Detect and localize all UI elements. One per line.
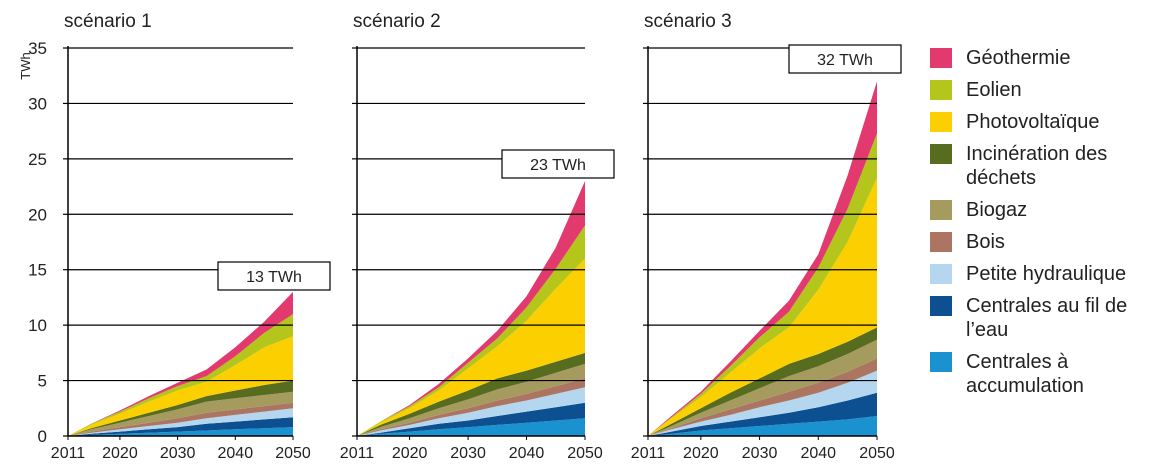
x-tick-label: 2020	[392, 445, 428, 462]
legend-label: Incinération des déchets	[966, 143, 1108, 189]
legend-swatch	[930, 48, 952, 68]
legend-label: Centrales au fil de l’eau	[966, 295, 1128, 341]
x-tick-label: 2030	[450, 445, 486, 462]
area-photovolta-que	[357, 258, 585, 436]
legend-item: Centrales au fil de l’eau	[930, 294, 1155, 342]
y-tick-label: 5	[38, 372, 47, 391]
area-centrales-au-fil-de-l-eau	[357, 402, 585, 436]
area-bois	[68, 402, 293, 436]
legend-swatch	[930, 112, 952, 132]
legend-item: Petite hydraulique	[930, 262, 1155, 286]
x-tick-label: 2011	[51, 445, 86, 462]
legend-item: Incinération des déchets	[930, 142, 1155, 190]
x-tick-label: 2030	[160, 445, 196, 462]
legend-label: Photovoltaïque	[966, 111, 1100, 133]
area-photovolta-que	[648, 177, 877, 436]
legend-label: Petite hydraulique	[966, 263, 1127, 285]
annotation-label: 13 TWh	[246, 269, 302, 286]
area-photovolta-que	[68, 336, 293, 436]
x-tick-label: 2030	[742, 445, 778, 462]
legend-label: Biogaz	[966, 199, 1028, 221]
area-centrales-au-fil-de-l-eau	[648, 392, 877, 436]
annotation-label: 23 TWh	[530, 157, 586, 174]
area-incin-ration-des-d-chets	[648, 327, 877, 436]
legend-swatch	[930, 264, 952, 284]
area-petite-hydraulique	[357, 387, 585, 436]
panel-3: scénario 3 2011 2020 2030 2040 2050 32 TWh	[631, 11, 902, 462]
annotation-box	[788, 44, 902, 74]
area-biogaz	[357, 363, 585, 436]
area-centrales-au-fil-de-l-eau	[68, 417, 293, 436]
legend-swatch	[930, 232, 952, 252]
y-tick-label: 10	[28, 316, 47, 335]
x-tick-label: 2020	[102, 445, 138, 462]
legend-label: Bois	[966, 231, 1005, 253]
legend: Géothermie Eolien Photovoltaïque Incinérati…	[930, 46, 1155, 406]
panel-2: scénario 2 2011 2020 2030 2040 2050 23 TWh	[340, 11, 615, 462]
x-tick-label: 2050	[275, 445, 311, 462]
legend-swatch	[930, 80, 952, 100]
x-tick-label: 2011	[631, 445, 666, 462]
legend-item: Centrales à accumulation	[930, 350, 1155, 398]
y-tick-label: 30	[28, 94, 47, 113]
area-petite-hydraulique	[648, 370, 877, 436]
x-tick-label: 2020	[683, 445, 719, 462]
x-tick-label: 2050	[859, 445, 895, 462]
area-incin-ration-des-d-chets	[68, 380, 293, 436]
x-tick-label: 2040	[800, 445, 836, 462]
legend-label: Géothermie	[966, 47, 1071, 69]
area-biogaz	[648, 339, 877, 436]
x-tick-label: 2011	[340, 445, 375, 462]
legend-swatch	[930, 296, 952, 316]
panel-title: scénario 1	[64, 11, 152, 32]
y-tick-label: 15	[28, 261, 47, 280]
panel-1: scénario 1 2011 2020 2030 2040 2050 13 TWh	[51, 11, 331, 462]
area-petite-hydraulique	[68, 408, 293, 436]
x-tick-label: 2040	[509, 445, 545, 462]
x-tick-label: 2040	[218, 445, 254, 462]
area-centrales-accumulation	[68, 427, 293, 436]
y-axis-label: TWh	[18, 52, 33, 79]
y-tick-label: 35	[28, 39, 47, 58]
y-tick-label: 0	[38, 427, 47, 446]
y-axis-ticks: 0 5 10 15 20 25 30 35	[28, 39, 47, 446]
panel-title: scénario 2	[353, 11, 441, 32]
legend-swatch	[930, 200, 952, 220]
legend-swatch	[930, 144, 952, 164]
annotation-label: 32 TWh	[817, 52, 873, 69]
area-centrales-accumulation	[648, 416, 877, 436]
legend-swatch	[930, 352, 952, 372]
y-tick-label: 25	[28, 150, 47, 169]
legend-label: Centrales à accumulation	[966, 351, 1084, 397]
x-tick-label: 2050	[567, 445, 603, 462]
area-bois	[357, 378, 585, 436]
panel-title: scénario 3	[644, 11, 732, 32]
annotation-box	[501, 149, 615, 179]
legend-label: Eolien	[966, 79, 1022, 101]
area-centrales-accumulation	[357, 418, 585, 436]
legend-item: Géothermie	[930, 46, 1155, 70]
legend-item: Eolien	[930, 78, 1155, 102]
legend-item: Biogaz	[930, 198, 1155, 222]
legend-item: Photovoltaïque	[930, 110, 1155, 134]
area-incin-ration-des-d-chets	[357, 352, 585, 436]
y-tick-label: 20	[28, 205, 47, 224]
area-biogaz	[68, 391, 293, 436]
legend-item: Bois	[930, 230, 1155, 254]
annotation-box	[217, 261, 331, 291]
